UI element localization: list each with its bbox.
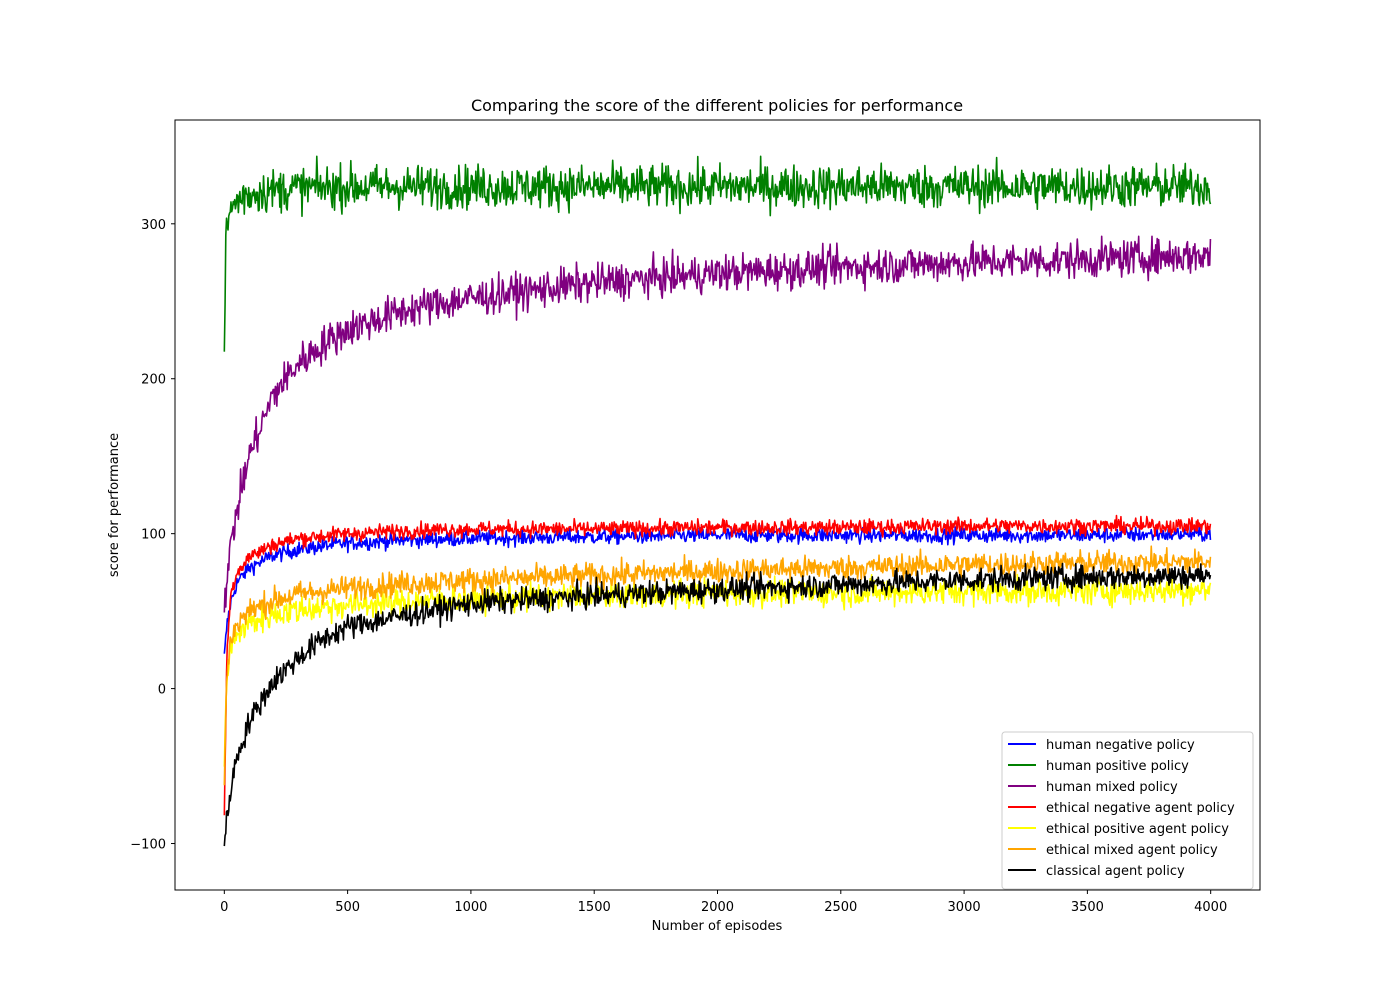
series-line-human-mixed-policy (223, 235, 1212, 613)
x-tick-label: 0 (220, 900, 228, 915)
legend-label: ethical negative agent policy (1046, 801, 1235, 816)
y-axis-label: score for performance (107, 433, 122, 577)
x-tick-label: 1000 (454, 900, 487, 915)
legend: human negative policy human positive poli… (1001, 731, 1254, 890)
y-axis-ticks: −100 0 100 200 300 (130, 218, 175, 853)
y-tick-label: 0 (158, 683, 166, 698)
y-tick-label: −100 (130, 838, 166, 853)
x-axis-ticks: 0 500 1000 1500 2000 2500 3000 3500 4000 (220, 890, 1227, 915)
x-tick-label: 4000 (1194, 900, 1227, 915)
legend-label: human mixed policy (1046, 780, 1178, 795)
x-tick-label: 3500 (1071, 900, 1104, 915)
y-tick-label: 300 (141, 218, 166, 233)
legend-label: human negative policy (1046, 738, 1195, 753)
series-line-ethical-negative-agent-policy (223, 514, 1212, 816)
x-tick-label: 2500 (824, 900, 857, 915)
x-tick-label: 3000 (948, 900, 981, 915)
x-axis-label: Number of episodes (652, 919, 783, 934)
legend-label: classical agent policy (1046, 864, 1185, 879)
series-line-classical-agent-policy (223, 562, 1212, 847)
chart-title: Comparing the score of the different pol… (471, 96, 963, 115)
series-line-ethical-mixed-agent-policy (223, 545, 1212, 786)
legend-label: ethical mixed agent policy (1046, 843, 1218, 858)
legend-label: ethical positive agent policy (1046, 822, 1229, 837)
series-line-human-positive-policy (223, 155, 1212, 352)
x-tick-label: 2000 (701, 900, 734, 915)
series-line-human-negative-policy (223, 523, 1212, 654)
y-tick-label: 200 (141, 373, 166, 388)
series-layer (223, 155, 1212, 847)
x-tick-label: 500 (335, 900, 360, 915)
x-tick-label: 1500 (578, 900, 611, 915)
legend-box (1001, 731, 1254, 890)
legend-label: human positive policy (1046, 759, 1189, 774)
y-tick-label: 100 (141, 528, 166, 543)
